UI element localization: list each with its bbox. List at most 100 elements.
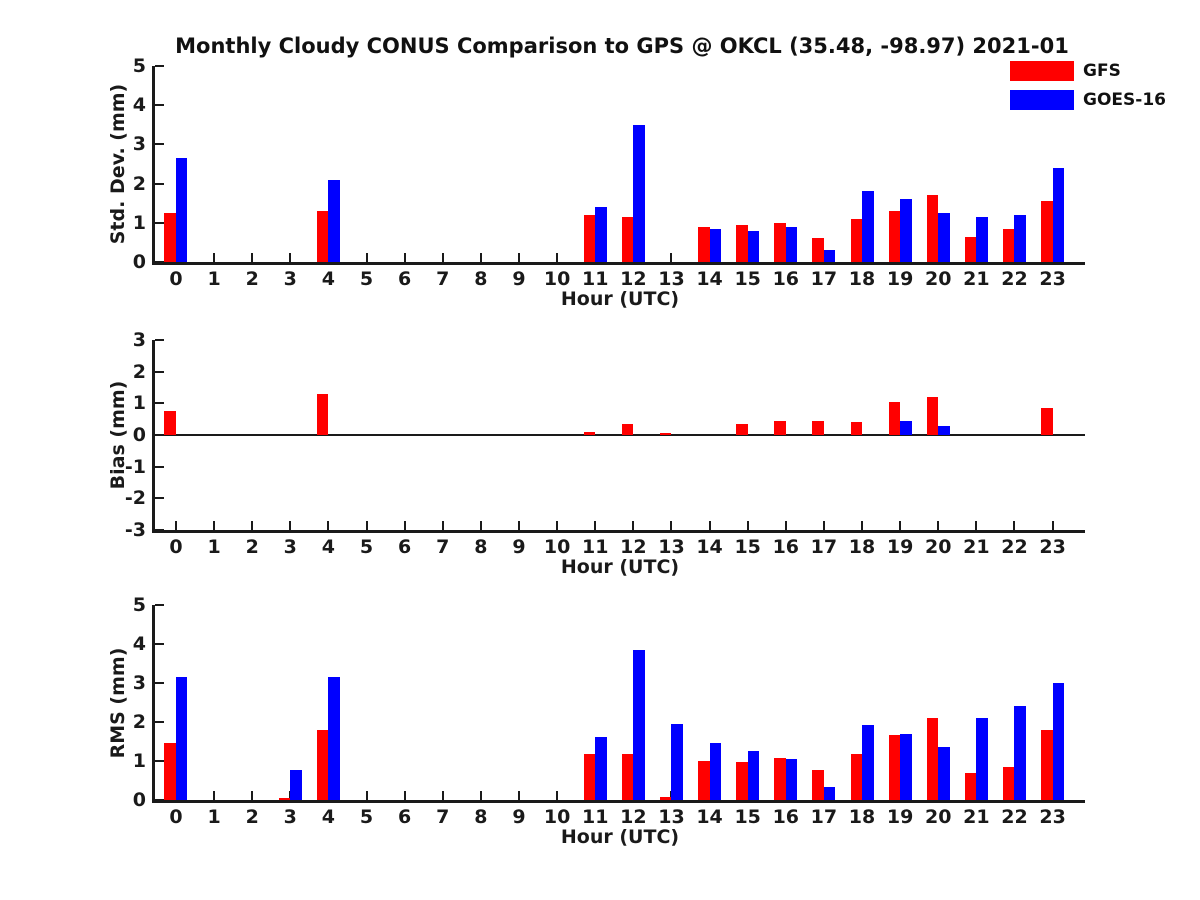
y-tick-label: 1 xyxy=(132,392,146,415)
gfs-bar xyxy=(316,393,329,435)
gfs-bar xyxy=(1002,228,1015,262)
x-tick-mark xyxy=(251,521,254,530)
y-tick-mark xyxy=(155,370,164,373)
y-tick-label: 1 xyxy=(132,750,146,772)
x-tick-mark xyxy=(365,253,368,262)
goes16-bar xyxy=(900,733,912,800)
x-tick-label: 11 xyxy=(581,806,609,828)
x-tick-label: 11 xyxy=(581,536,609,558)
gfs-bar xyxy=(926,718,939,800)
gfs-bar xyxy=(583,431,596,435)
x-tick-mark xyxy=(975,521,978,530)
goes16-bar xyxy=(633,649,645,800)
goes16-bar xyxy=(862,191,874,262)
x-tick-mark xyxy=(479,521,482,530)
x-tick-mark xyxy=(251,253,254,262)
gfs-bar xyxy=(164,743,176,800)
goes16-bar xyxy=(175,677,188,800)
x-tick-mark xyxy=(822,521,825,530)
x-tick-mark xyxy=(861,521,864,530)
gfs-bar xyxy=(812,420,824,435)
gfs-bar xyxy=(964,236,977,262)
y-axis-spine xyxy=(152,605,155,803)
x-tick-mark xyxy=(708,521,711,530)
y-tick-mark xyxy=(155,497,164,500)
x-tick-label: 6 xyxy=(398,536,412,558)
goes16-bar xyxy=(976,718,988,800)
x-tick-label: 7 xyxy=(436,536,450,558)
x-tick-mark xyxy=(556,791,559,800)
x-tick-label: 21 xyxy=(963,536,990,558)
y-tick-mark xyxy=(155,799,164,801)
x-tick-mark xyxy=(746,521,749,530)
x-tick-label: 0 xyxy=(169,268,183,290)
gfs-color-swatch xyxy=(1010,61,1074,81)
legend: GFS GOES-16 xyxy=(1010,61,1166,119)
x-tick-label: 19 xyxy=(886,268,914,290)
x-axis-spine xyxy=(152,530,1085,533)
x-tick-label: 17 xyxy=(810,806,838,828)
gfs-bar xyxy=(316,729,329,800)
goes16-bar xyxy=(747,230,760,262)
y-tick-label: -3 xyxy=(124,519,146,541)
x-tick-mark xyxy=(556,253,559,262)
y-tick-label: 2 xyxy=(132,360,146,383)
goes16-bar xyxy=(785,226,798,262)
goes16-bar xyxy=(1014,706,1026,800)
x-tick-label: 4 xyxy=(321,806,336,828)
x-tick-label: 22 xyxy=(1001,536,1028,558)
x-tick-label: 20 xyxy=(925,268,952,290)
y-tick-mark xyxy=(155,721,164,723)
y-tick-mark xyxy=(155,529,164,531)
y-axis-spine xyxy=(152,340,155,533)
y-tick-label: -1 xyxy=(124,455,146,478)
x-tick-mark xyxy=(479,791,482,800)
gfs-bar xyxy=(278,798,291,800)
x-tick-label: 15 xyxy=(734,268,761,290)
goes16-bar xyxy=(1014,214,1026,262)
x-tick-label: 8 xyxy=(474,806,488,828)
x-tick-mark xyxy=(213,521,216,530)
x-tick-mark xyxy=(327,521,330,530)
x-tick-label: 13 xyxy=(658,806,685,828)
x-tick-label: 1 xyxy=(207,536,221,558)
gfs-bar xyxy=(316,211,329,262)
x-tick-mark xyxy=(670,253,673,262)
x-tick-label: 14 xyxy=(696,806,723,828)
x-tick-mark xyxy=(365,791,368,800)
y-tick-label: 5 xyxy=(132,594,146,616)
rms-panel: 0 1 2 3 4 5 0 1 2 3 4 5 6 7 8 9 10 11 12 13 14 15 16 17 18 19 20 21… xyxy=(0,595,1200,860)
x-tick-label: 4 xyxy=(321,536,336,558)
y-tick-mark xyxy=(155,760,164,762)
stddev-x-axis-label: Hour (UTC) xyxy=(560,288,680,310)
gfs-bar xyxy=(926,195,939,262)
x-tick-label: 19 xyxy=(886,536,914,558)
gfs-bar xyxy=(850,422,863,435)
x-tick-mark xyxy=(1051,521,1054,530)
legend-label-gfs: GFS xyxy=(1083,61,1121,81)
x-tick-mark xyxy=(441,253,444,262)
x-tick-label: 12 xyxy=(620,806,647,828)
x-tick-label: 19 xyxy=(886,806,914,828)
goes16-bar xyxy=(785,759,798,800)
legend-label-goes16: GOES-16 xyxy=(1083,90,1166,110)
x-tick-mark xyxy=(174,521,177,530)
x-tick-label: 8 xyxy=(474,536,488,558)
y-tick-label: 3 xyxy=(132,672,146,694)
x-tick-mark xyxy=(289,521,292,530)
goes16-bar xyxy=(175,158,188,262)
x-tick-label: 12 xyxy=(620,536,647,558)
y-tick-label: 3 xyxy=(132,329,146,351)
x-tick-mark xyxy=(632,521,635,530)
gfs-bar xyxy=(621,423,634,435)
gfs-bar xyxy=(850,753,863,800)
goes16-bar xyxy=(709,228,722,262)
gfs-bar xyxy=(964,772,977,800)
x-tick-label: 5 xyxy=(359,536,374,558)
goes16-bar xyxy=(900,420,912,435)
y-tick-mark xyxy=(155,65,164,67)
goes16-color-swatch xyxy=(1010,90,1074,110)
x-tick-label: 13 xyxy=(658,268,685,290)
x-tick-label: 23 xyxy=(1039,536,1066,558)
